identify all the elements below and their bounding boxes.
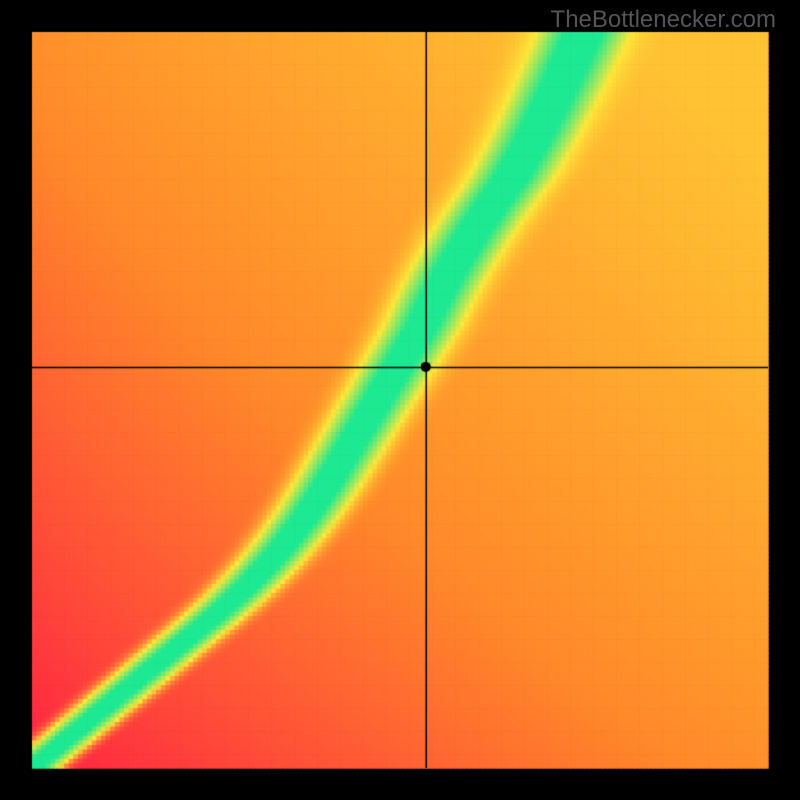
heatmap-canvas <box>0 0 800 800</box>
watermark-text: TheBottlenecker.com <box>551 6 776 34</box>
chart-container: TheBottlenecker.com <box>0 0 800 800</box>
